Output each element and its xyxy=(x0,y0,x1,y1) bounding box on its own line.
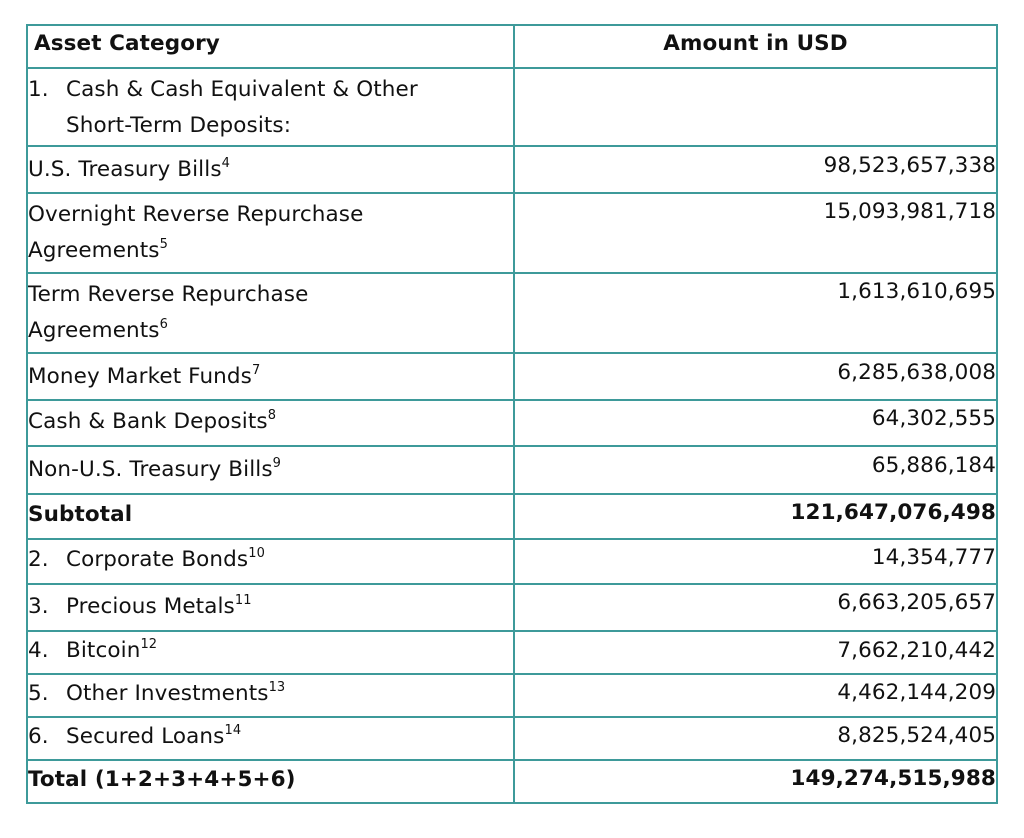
table-row: 3. Precious Metals11 6,663,205,657 xyxy=(26,583,998,632)
column-header-amount: Amount in USD xyxy=(513,24,998,69)
item-label: 4. Bitcoin12 xyxy=(26,630,515,675)
table-row-section-1: 1. Cash & Cash Equivalent & Other Short-T… xyxy=(26,67,998,147)
sub-item-amount: 1,613,610,695 xyxy=(513,272,998,354)
sub-item-label: Term Reverse Repurchase Agreements6 xyxy=(26,272,515,354)
sub-item-amount: 64,302,555 xyxy=(513,399,998,447)
sub-item-label: Overnight Reverse Repurchase Agreements5 xyxy=(26,192,515,274)
item-number: 1. xyxy=(28,77,49,102)
footnote-marker: 6 xyxy=(159,317,168,332)
footnote-marker: 12 xyxy=(140,637,158,652)
table-row: Money Market Funds7 6,285,638,008 xyxy=(26,352,998,401)
item-label: 2. Corporate Bonds10 xyxy=(26,538,515,585)
table-row: 6. Secured Loans14 8,825,524,405 xyxy=(26,716,998,761)
footnote-marker: 13 xyxy=(268,680,286,695)
sub-item-amount: 65,886,184 xyxy=(513,445,998,495)
item-amount: 8,825,524,405 xyxy=(513,716,998,761)
table-row: U.S. Treasury Bills4 98,523,657,338 xyxy=(26,145,998,194)
table-row: Overnight Reverse Repurchase Agreements5 … xyxy=(26,192,998,274)
column-header-category: Asset Category xyxy=(26,24,515,69)
sub-item-label: Money Market Funds7 xyxy=(26,352,515,401)
sub-item-amount: 98,523,657,338 xyxy=(513,145,998,194)
item-label: 3. Precious Metals11 xyxy=(26,583,515,632)
footnote-marker: 11 xyxy=(234,593,252,608)
table-row: 5. Other Investments13 4,462,144,209 xyxy=(26,673,998,718)
footnote-marker: 10 xyxy=(248,546,265,561)
table-header-row: Asset Category Amount in USD xyxy=(26,24,998,69)
section-1-label: 1. Cash & Cash Equivalent & Other Short-T… xyxy=(26,67,515,147)
subtotal-label: Subtotal xyxy=(26,493,515,540)
total-row: Total (1+2+3+4+5+6) 149,274,515,988 xyxy=(26,759,998,804)
total-amount: 149,274,515,988 xyxy=(513,759,998,804)
sub-item-label: U.S. Treasury Bills4 xyxy=(26,145,515,194)
section-1-line2: Short-Term Deposits: xyxy=(66,113,292,138)
item-amount: 6,663,205,657 xyxy=(513,583,998,632)
table-row: Non-U.S. Treasury Bills9 65,886,184 xyxy=(26,445,998,495)
subtotal-amount: 121,647,076,498 xyxy=(513,493,998,540)
sub-item-label: Non-U.S. Treasury Bills9 xyxy=(26,445,515,495)
asset-table: Asset Category Amount in USD 1. Cash & Ca… xyxy=(26,24,998,804)
sub-item-amount: 6,285,638,008 xyxy=(513,352,998,401)
item-amount: 7,662,210,442 xyxy=(513,630,998,675)
table-row: Term Reverse Repurchase Agreements6 1,613… xyxy=(26,272,998,354)
item-label: 6. Secured Loans14 xyxy=(26,716,515,761)
sub-item-amount: 15,093,981,718 xyxy=(513,192,998,274)
footnote-marker: 14 xyxy=(224,723,242,738)
footnote-marker: 9 xyxy=(272,456,282,471)
sub-item-label: Cash & Bank Deposits8 xyxy=(26,399,515,447)
footnote-marker: 5 xyxy=(159,237,168,252)
footnote-marker: 7 xyxy=(251,363,261,378)
item-amount: 14,354,777 xyxy=(513,538,998,585)
table-row: 4. Bitcoin12 7,662,210,442 xyxy=(26,630,998,675)
table-row: Cash & Bank Deposits8 64,302,555 xyxy=(26,399,998,447)
footnote-marker: 4 xyxy=(221,156,231,171)
table-row: 2. Corporate Bonds10 14,354,777 xyxy=(26,538,998,585)
footnote-marker: 8 xyxy=(267,408,277,423)
subtotal-row: Subtotal 121,647,076,498 xyxy=(26,493,998,540)
total-label: Total (1+2+3+4+5+6) xyxy=(26,759,515,804)
item-label: 5. Other Investments13 xyxy=(26,673,515,718)
section-1-amount-empty xyxy=(513,67,998,147)
item-amount: 4,462,144,209 xyxy=(513,673,998,718)
section-1-line1: Cash & Cash Equivalent & Other xyxy=(66,77,418,102)
